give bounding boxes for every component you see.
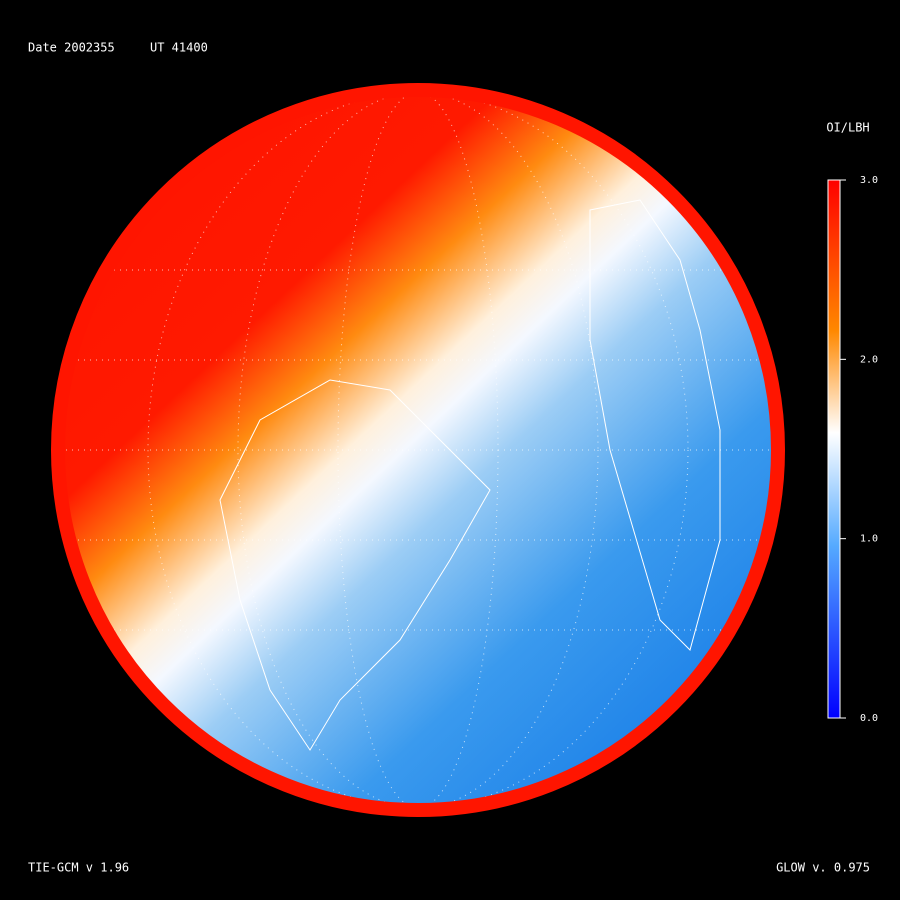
glow-label: GLOW v. 0.975: [776, 861, 870, 875]
colorbar-tick-label: 3.0: [860, 175, 878, 186]
colorbar-title: OI/LBH: [826, 121, 869, 135]
glow-field: [60, 92, 776, 808]
colorbar-tick-label: 0.0: [860, 713, 878, 724]
date: Date 2002355: [28, 41, 115, 55]
ut: UT 41400: [150, 41, 208, 55]
limb: [51, 83, 785, 817]
colorbar-tick-label: 1.0: [860, 534, 878, 545]
africa-outline: [589, 199, 721, 651]
colorbar-tick-label: 2.0: [860, 354, 878, 365]
colorbar: [827, 179, 841, 719]
model-label: TIE-GCM v 1.96: [28, 861, 129, 875]
graticule: [60, 92, 776, 808]
south-america-outline: [219, 379, 491, 751]
globe: [60, 92, 776, 808]
